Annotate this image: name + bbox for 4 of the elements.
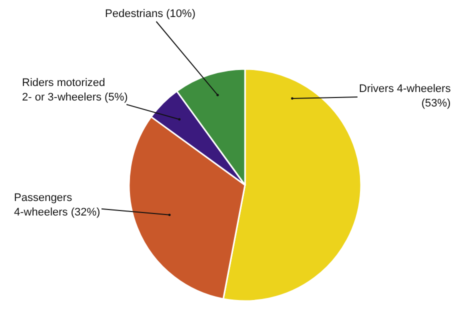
slice-label: Pedestrians (10%)	[105, 8, 196, 20]
slice-label: Riders motorized 2- or 3-wheelers (5%)	[22, 77, 128, 104]
slice-label: Passengers 4-wheelers (32%)	[14, 192, 100, 218]
slice-label: Drivers 4-wheelers (53%)	[359, 83, 452, 110]
